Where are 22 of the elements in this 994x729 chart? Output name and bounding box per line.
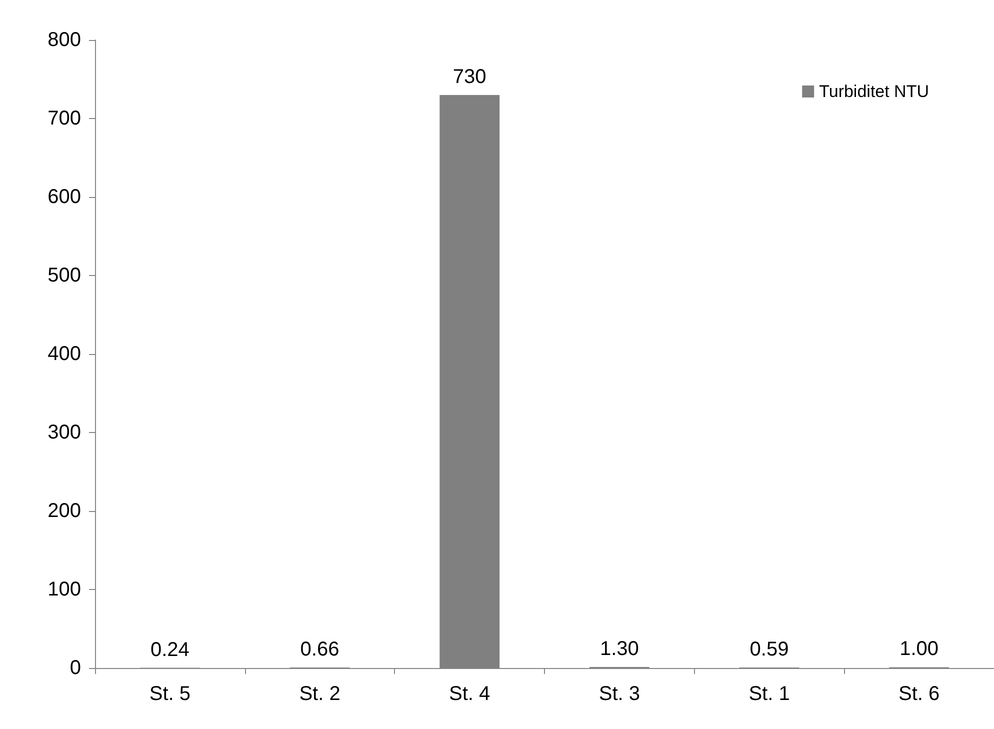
legend-label: Turbiditet NTU: [819, 82, 930, 101]
x-tick-label: St. 3: [598, 683, 640, 705]
data-label: 0.24: [150, 638, 190, 661]
y-tick-label: 0: [70, 657, 81, 679]
y-tick-label: 800: [48, 29, 81, 51]
x-tick-label: St. 2: [299, 683, 340, 705]
x-tick-label: St. 5: [149, 683, 190, 705]
y-tick-label: 700: [48, 108, 81, 130]
y-tick-label: 400: [48, 343, 81, 365]
x-tick-label: St. 4: [449, 683, 490, 705]
data-label: 1.00: [900, 638, 939, 660]
x-tick-label: St. 1: [748, 683, 790, 705]
data-label: 0.66: [300, 638, 340, 660]
x-tick-label: St. 6: [898, 683, 940, 705]
y-tick-label: 500: [48, 264, 81, 286]
data-label: 1.30: [600, 638, 639, 660]
y-tick-label: 600: [48, 186, 81, 208]
data-label: 730: [452, 66, 486, 88]
y-tick-label: 300: [48, 422, 81, 444]
y-tick-label: 200: [48, 500, 81, 522]
data-label: 0.59: [750, 638, 789, 661]
y-tick-label: 100: [48, 578, 81, 600]
